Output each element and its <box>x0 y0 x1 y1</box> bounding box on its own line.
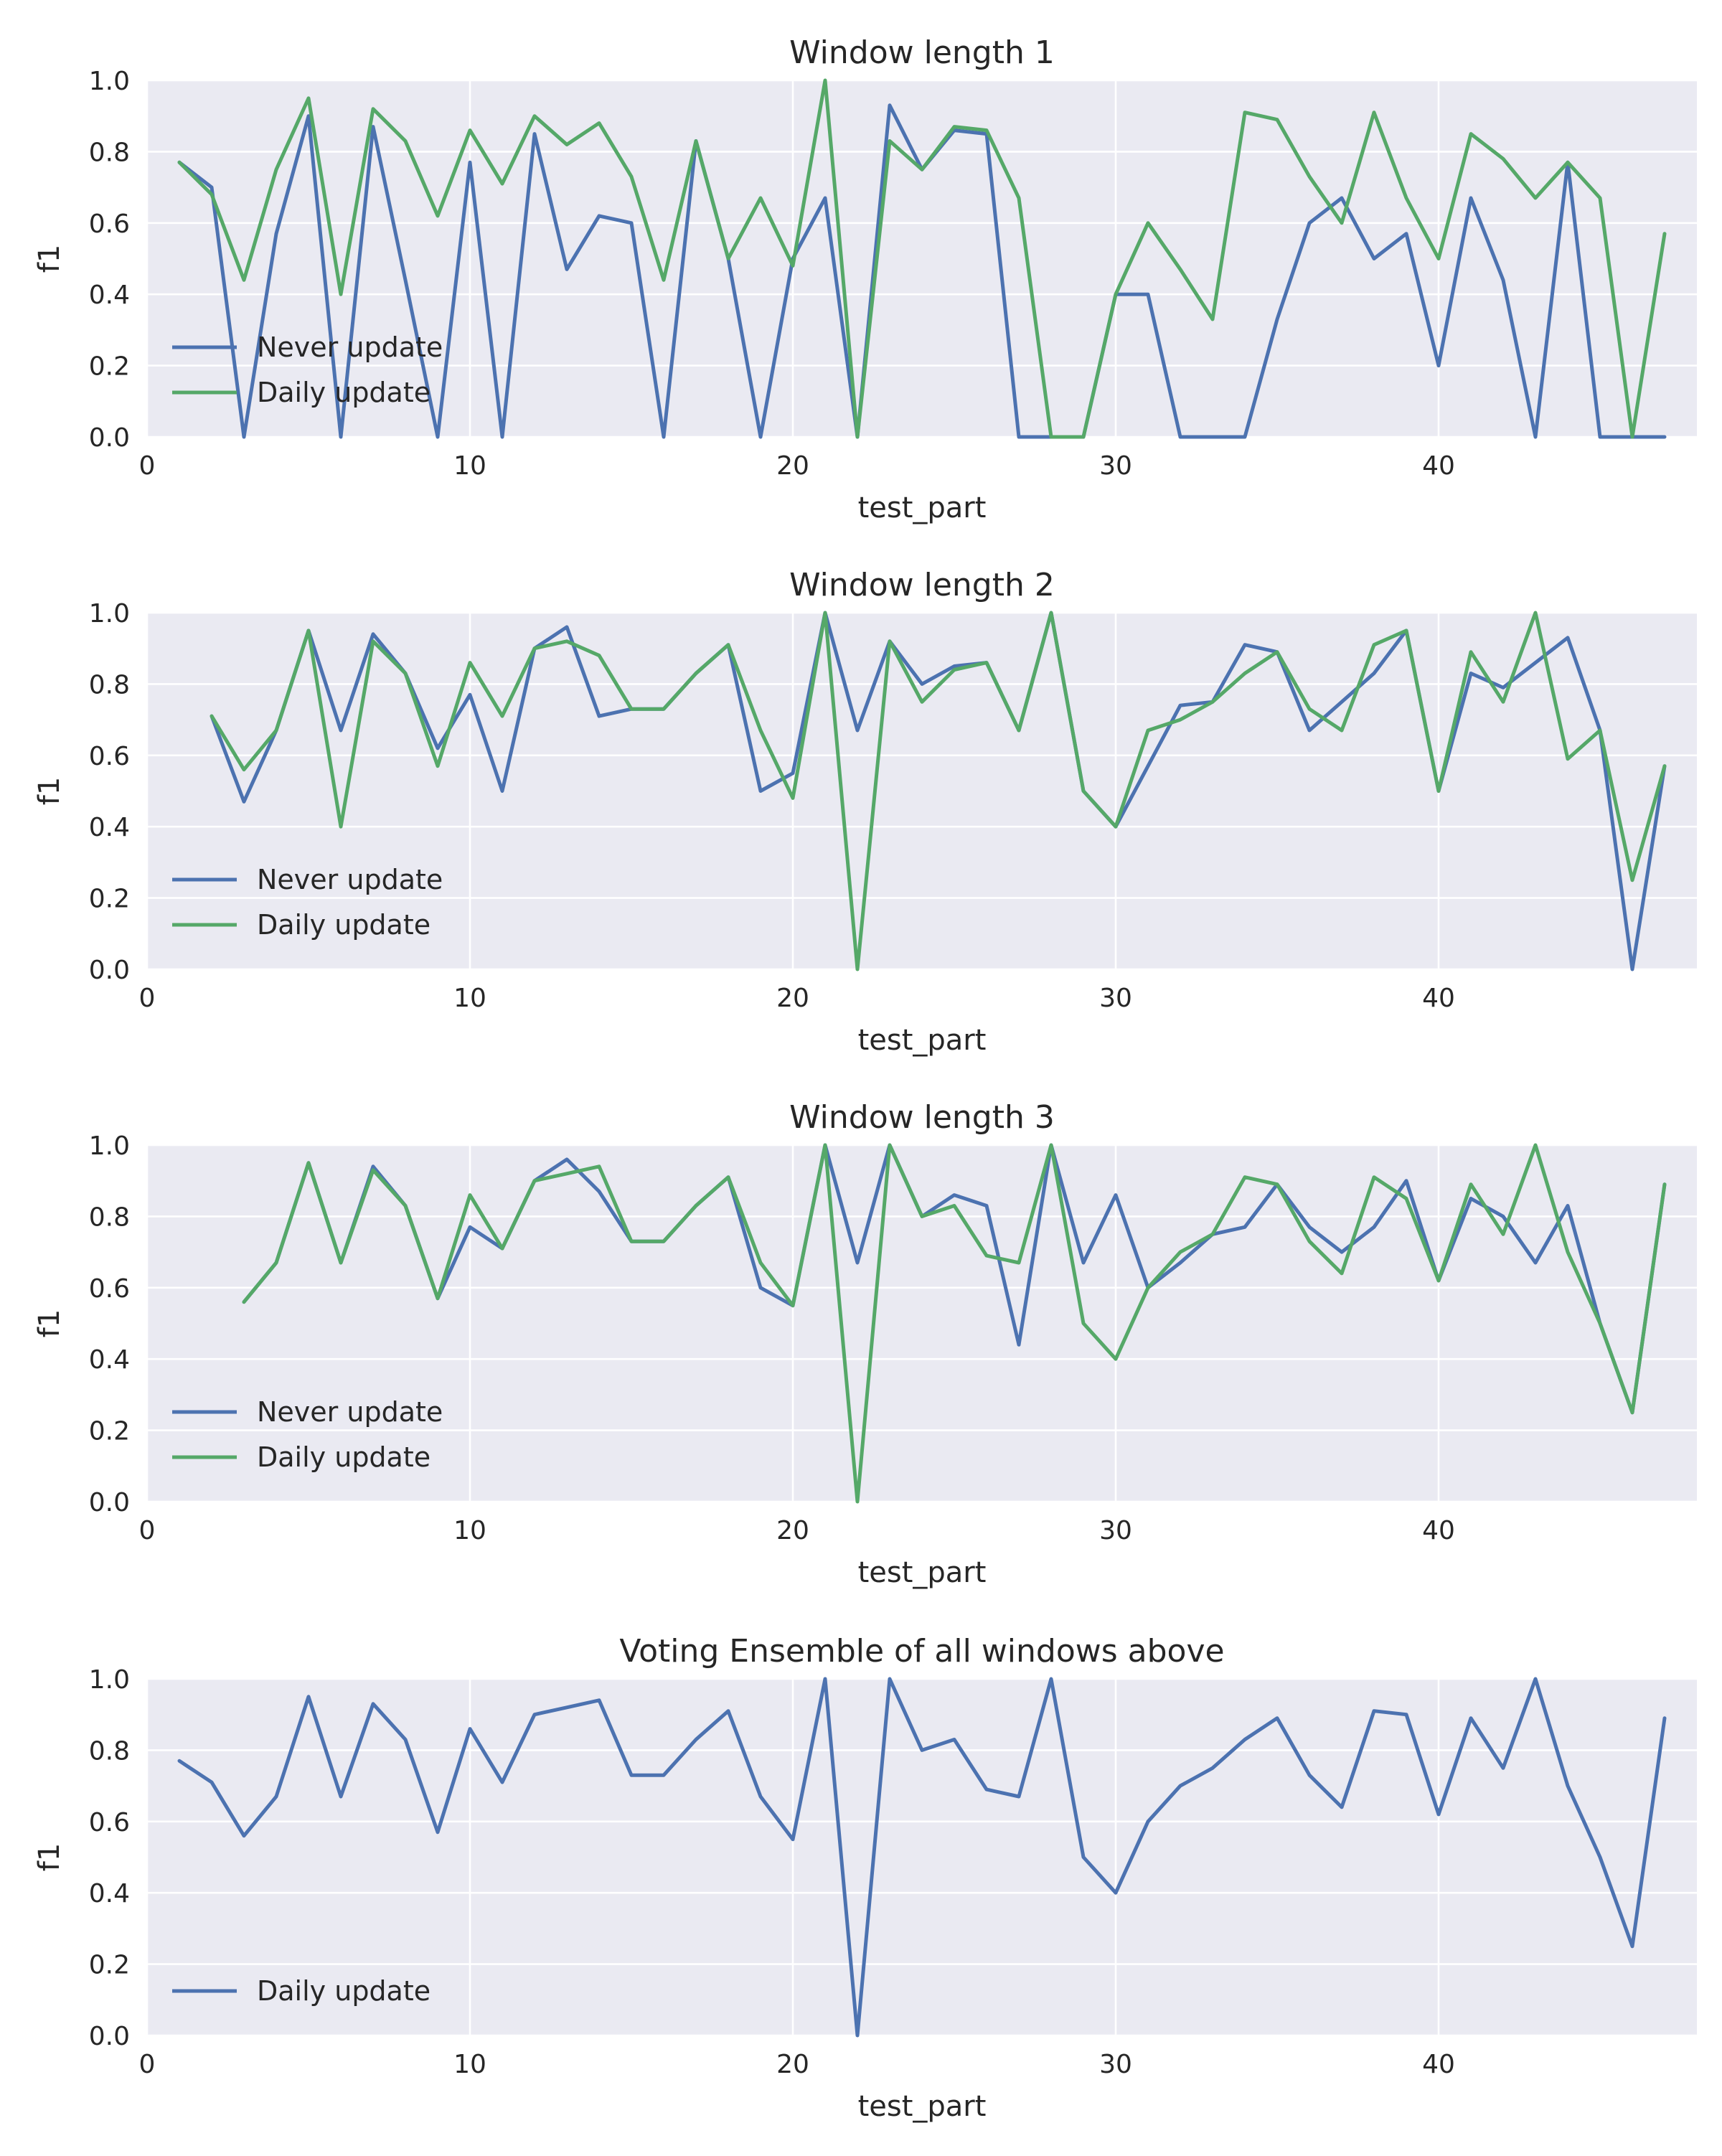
y-tick-label: 0.6 <box>89 1274 130 1304</box>
x-tick-label: 30 <box>1099 1516 1132 1545</box>
chart-title: Window length 3 <box>789 1099 1055 1136</box>
y-axis-label: f1 <box>33 777 66 806</box>
y-tick-label: 0.6 <box>89 210 130 239</box>
x-tick-label: 0 <box>139 451 156 481</box>
legend-label: Never update <box>257 864 443 895</box>
y-axis-label: f1 <box>33 1309 66 1338</box>
y-tick-label: 0.6 <box>89 742 130 771</box>
y-tick-label: 0.8 <box>89 1736 130 1766</box>
x-tick-label: 20 <box>776 451 809 481</box>
x-tick-label: 10 <box>453 451 486 481</box>
y-tick-label: 0.4 <box>89 1345 130 1375</box>
x-tick-label: 10 <box>453 2050 486 2079</box>
y-tick-label: 0.6 <box>89 1808 130 1837</box>
y-tick-label: 1.0 <box>89 599 130 629</box>
chart-title: Window length 1 <box>789 34 1055 71</box>
y-tick-label: 0.0 <box>89 2022 130 2051</box>
series-line-daily-update <box>177 1677 1667 2038</box>
y-tick-label: 0.4 <box>89 281 130 310</box>
x-tick-label: 10 <box>453 984 486 1013</box>
y-tick-label: 0.2 <box>89 1417 130 1446</box>
legend-label: Daily update <box>257 1975 430 2007</box>
series-line-daily-update <box>242 1143 1667 1504</box>
x-axis-label: test_part <box>858 1556 987 1589</box>
y-tick-label: 1.0 <box>89 1665 130 1695</box>
y-tick-label: 0.4 <box>89 813 130 842</box>
legend-label: Daily update <box>257 909 430 941</box>
x-tick-label: 30 <box>1099 984 1132 1013</box>
x-axis-label: test_part <box>858 2090 987 2123</box>
y-tick-label: 0.8 <box>89 138 130 167</box>
chart-title: Window length 2 <box>789 567 1055 603</box>
x-tick-label: 40 <box>1422 451 1455 481</box>
x-tick-label: 0 <box>139 984 156 1013</box>
x-axis-label: test_part <box>858 491 987 524</box>
subplot-1: 0.0 0.2 0.4 0.6 0.8 1.0 0 10 20 30 40 Window length… <box>33 34 1697 524</box>
y-tick-label: 0.2 <box>89 1951 130 1980</box>
x-tick-label: 40 <box>1422 1516 1455 1545</box>
x-tick-label: 40 <box>1422 984 1455 1013</box>
subplot-2: 0.0 0.2 0.4 0.6 0.8 1.0 0 10 20 30 40 Window length… <box>33 567 1697 1057</box>
y-tick-label: 0.8 <box>89 1202 130 1232</box>
x-tick-label: 0 <box>139 2050 156 2079</box>
subplot-4: 0.0 0.2 0.4 0.6 0.8 1.0 0 10 20 30 40 Voting Ensemb… <box>33 1633 1697 2123</box>
legend-label: Never update <box>257 1396 443 1428</box>
series-line-daily-update <box>177 78 1667 439</box>
y-tick-label: 0.4 <box>89 1879 130 1908</box>
y-tick-label: 0.0 <box>89 423 130 453</box>
y-tick-label: 1.0 <box>89 1131 130 1161</box>
x-tick-label: 20 <box>776 2050 809 2079</box>
x-tick-label: 0 <box>139 1516 156 1545</box>
y-axis-label: f1 <box>33 1843 66 1872</box>
x-tick-label: 30 <box>1099 2050 1132 2079</box>
series-line-never-update <box>242 1143 1667 1415</box>
legend-label: Daily update <box>257 377 430 408</box>
y-tick-label: 0.2 <box>89 352 130 382</box>
legend-label: Never update <box>257 331 443 363</box>
x-axis-label: test_part <box>858 1024 987 1057</box>
y-tick-label: 0.2 <box>89 885 130 914</box>
x-tick-label: 30 <box>1099 451 1132 481</box>
x-tick-label: 10 <box>453 1516 486 1545</box>
y-tick-label: 0.0 <box>89 1488 130 1517</box>
x-tick-label: 20 <box>776 1516 809 1545</box>
series-line-daily-update <box>210 611 1667 971</box>
x-tick-label: 20 <box>776 984 809 1013</box>
y-axis-label: f1 <box>33 245 66 273</box>
subplot-3: 0.0 0.2 0.4 0.6 0.8 1.0 0 10 20 30 40 Window length… <box>33 1099 1697 1589</box>
legend-label: Daily update <box>257 1441 430 1473</box>
y-tick-label: 0.8 <box>89 670 130 700</box>
chart-title: Voting Ensemble of all windows above <box>619 1633 1224 1670</box>
y-tick-label: 1.0 <box>89 67 130 96</box>
x-tick-label: 40 <box>1422 2050 1455 2079</box>
y-tick-label: 0.0 <box>89 956 130 985</box>
